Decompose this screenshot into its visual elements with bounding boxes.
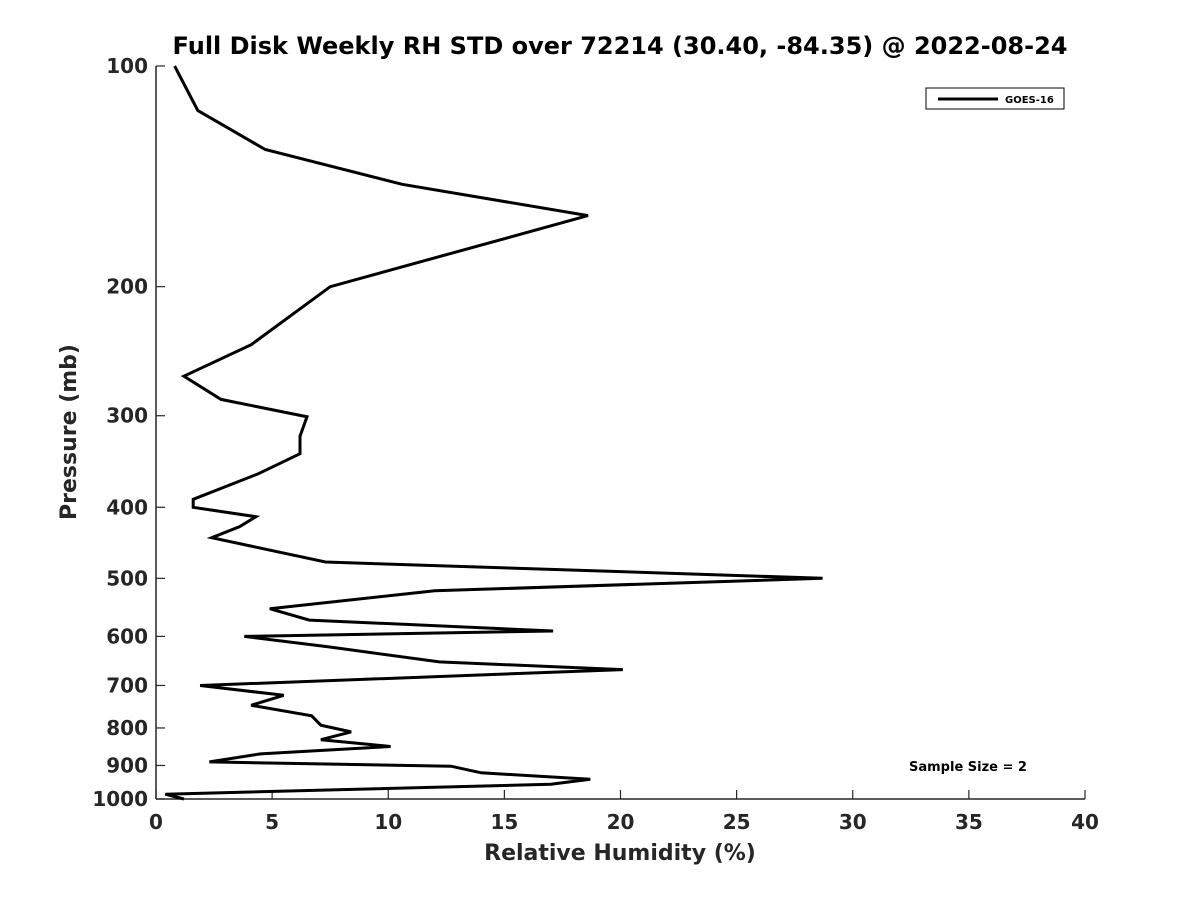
x-tick-label: 10: [374, 810, 402, 834]
x-axis-label: Relative Humidity (%): [484, 841, 756, 866]
y-tick-label: 800: [106, 716, 148, 740]
x-tick-label: 40: [1071, 810, 1099, 834]
y-axis-label: Pressure (mb): [57, 344, 82, 520]
legend: GOES-16: [925, 87, 1065, 110]
y-tick-label: 400: [106, 495, 148, 519]
plot-area: [156, 66, 1085, 799]
y-tick-label: 1000: [92, 787, 148, 811]
legend-label-goes-16: GOES-16: [1005, 95, 1054, 106]
x-tick-label: 5: [265, 810, 279, 834]
x-tick-label: 35: [955, 810, 983, 834]
y-tick-label: 700: [106, 673, 148, 697]
series-line-goes-16: [164, 65, 823, 801]
x-tick-label: 15: [490, 810, 518, 834]
y-tick-label: 900: [106, 753, 148, 777]
x-tick-label: 30: [839, 810, 867, 834]
x-tick-label: 25: [723, 810, 751, 834]
y-tick-label: 600: [106, 624, 148, 648]
y-tick-label: 300: [106, 404, 148, 428]
y-tick-label: 100: [106, 54, 148, 78]
y-axis-ticks: 100 200 300 400 500 600 700 800 900 1000: [92, 54, 165, 811]
y-tick-label: 200: [106, 275, 148, 299]
sample-size-annotation: Sample Size = 2: [909, 760, 1027, 775]
x-tick-label: 20: [607, 810, 635, 834]
series-layer: [164, 65, 823, 801]
y-tick-label: 500: [106, 566, 148, 590]
x-tick-label: 0: [149, 810, 163, 834]
x-axis-ticks: 0 5 10 15 20 25 30 35 40: [149, 790, 1099, 834]
chart-title: Full Disk Weekly RH STD over 72214 (30.4…: [173, 32, 1068, 60]
